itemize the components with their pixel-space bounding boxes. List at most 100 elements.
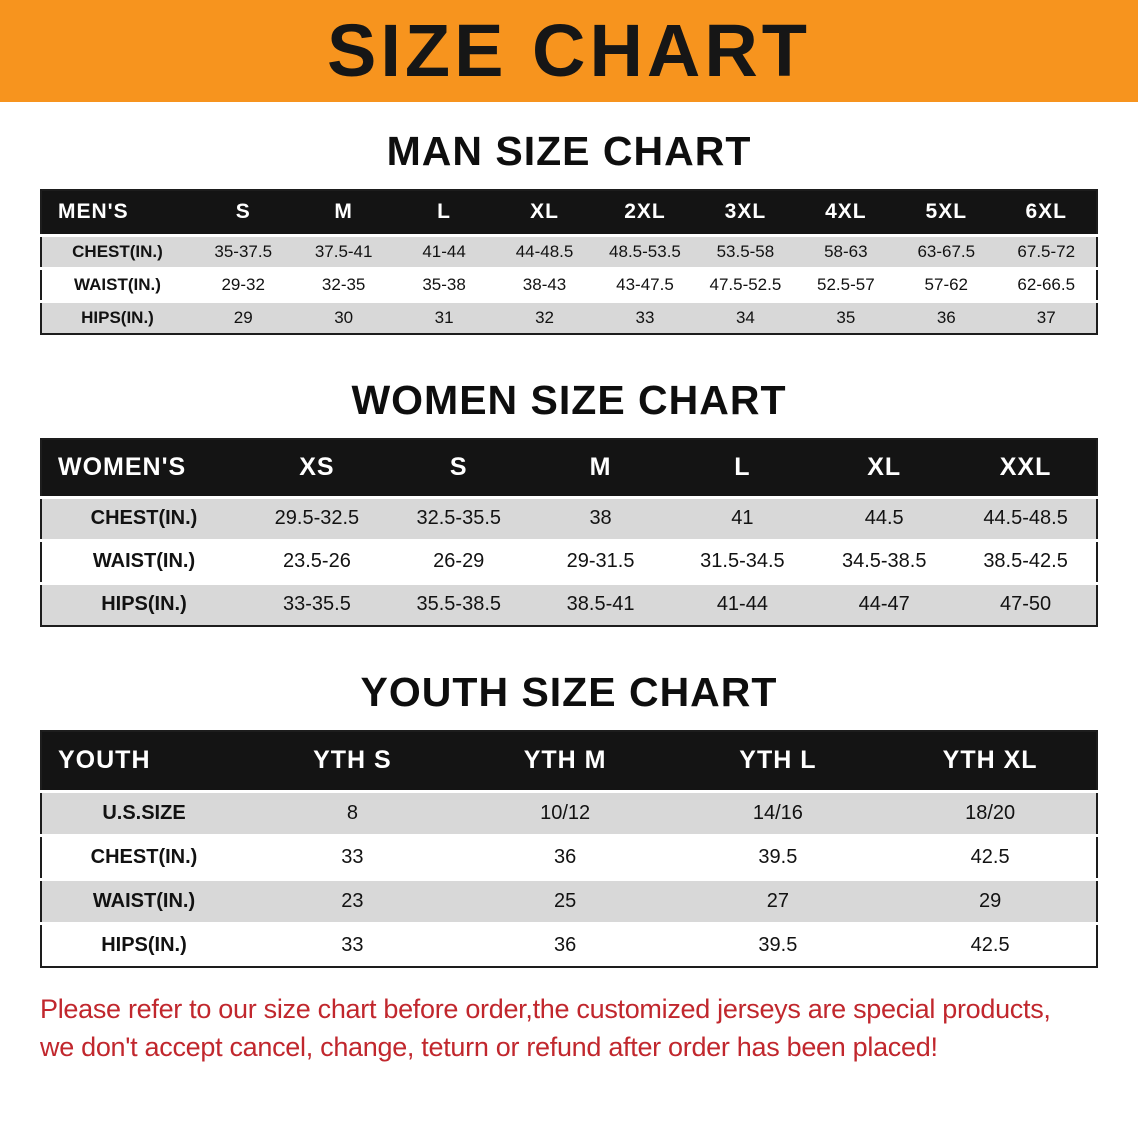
size-cell: 41 <box>731 507 754 529</box>
table-row: CHEST(IN.) 33 36 39.5 42.5 <box>41 835 1097 879</box>
men-section-heading: MAN SIZE CHART <box>386 128 752 174</box>
size-cell: 33-35.5 <box>282 593 351 616</box>
size-cell: 8 <box>346 801 358 824</box>
column-header: 5XL <box>896 190 997 235</box>
disclaimer: Please refer to our size chart before or… <box>40 990 1110 1067</box>
size-cell: 58-63 <box>824 241 868 261</box>
row-label: CHEST(IN.) <box>90 845 198 868</box>
size-cell: 35.5-38.5 <box>416 593 501 616</box>
header-row: MEN'S S M L XL 2XL 3XL 4XL 5XL 6XL <box>41 190 1097 235</box>
disclaimer-line-2: we don't accept cancel, change, teturn o… <box>40 1032 938 1063</box>
row-label: U.S.SIZE <box>102 801 186 824</box>
size-cell: 38-43 <box>522 274 567 294</box>
row-label: CHEST(IN.) <box>90 507 198 529</box>
size-cell: 42.5 <box>970 933 1010 956</box>
table-row: CHEST(IN.) 35-37.5 37.5-41 41-44 44-48.5 48.5… <box>41 235 1097 268</box>
column-header: XL <box>494 190 595 235</box>
size-cell: 47.5-52.5 <box>709 274 782 294</box>
header-row: YOUTH YTH S YTH M YTH L YTH XL <box>41 731 1097 791</box>
size-cell: 29-32 <box>221 274 265 294</box>
youth-size-table: YOUTH YTH S YTH M YTH L YTH XL U.S.SIZE 8 10/12… <box>40 730 1098 968</box>
size-cell: 14/16 <box>752 801 803 824</box>
table-row: CHEST(IN.) 29.5-32.5 32.5-35.5 38 41 44.5 44.5… <box>41 497 1097 540</box>
column-header: YTH L <box>671 731 885 791</box>
size-cell: 42.5 <box>970 845 1010 868</box>
size-cell: 26-29 <box>433 550 485 572</box>
size-cell: 48.5-53.5 <box>609 241 681 261</box>
size-cell: 29.5-32.5 <box>274 507 360 529</box>
table-row: WAIST(IN.) 23 25 27 29 <box>41 879 1097 923</box>
size-cell: 32.5-35.5 <box>416 507 501 529</box>
size-cell: 37 <box>1036 307 1056 327</box>
size-cell: 38.5-42.5 <box>983 550 1068 572</box>
size-cell: 25 <box>554 889 577 912</box>
size-cell: 27 <box>766 889 789 912</box>
size-cell: 32 <box>535 307 554 327</box>
size-cell: 44-47 <box>858 593 910 616</box>
size-cell: 41-44 <box>422 241 466 261</box>
table-row: WAIST(IN.) 23.5-26 26-29 29-31.5 31.5-34.5 34… <box>41 540 1097 583</box>
column-header: YTH S <box>246 731 459 791</box>
size-cell: 31 <box>434 307 454 327</box>
size-cell: 29-31.5 <box>566 550 635 572</box>
size-cell: 44-48.5 <box>515 241 574 261</box>
size-cell: 29 <box>979 889 1002 912</box>
size-cell: 63-67.5 <box>917 241 976 261</box>
size-cell: 44.5 <box>864 507 904 529</box>
size-cell: 23.5-26 <box>282 550 351 572</box>
size-cell: 18/20 <box>965 801 1016 824</box>
size-cell: 10/12 <box>540 801 591 824</box>
column-header: M <box>293 190 394 235</box>
size-cell: 38.5-41 <box>566 593 635 616</box>
size-cell: 35-37.5 <box>214 241 273 261</box>
size-cell: 33 <box>341 933 364 956</box>
size-cell: 57-62 <box>924 274 969 294</box>
banner: SIZE CHART <box>0 0 1138 102</box>
column-header: M <box>529 439 672 497</box>
size-cell: 35-38 <box>422 274 466 294</box>
size-cell: 36 <box>554 845 577 868</box>
men-size-section: MAN SIZE CHART MEN'S S M L XL 2XL 3XL 4XL 5XL 6XL… <box>0 128 1138 335</box>
size-cell: 39.5 <box>758 845 798 868</box>
column-header: 4XL <box>795 190 897 235</box>
size-cell: 36 <box>936 307 956 327</box>
size-cell: 36 <box>554 933 577 956</box>
size-cell: 62-66.5 <box>1017 274 1076 294</box>
column-header: XXL <box>955 439 1097 497</box>
size-cell: 67.5-72 <box>1017 241 1076 261</box>
size-cell: 34 <box>735 307 755 327</box>
row-label: WAIST(IN.) <box>74 274 161 294</box>
youth-size-section: YOUTH SIZE CHART YOUTH YTH S YTH M YTH L YTH… <box>0 669 1138 968</box>
table-title-cell: MEN'S <box>41 190 193 235</box>
women-size-table: WOMEN'S XS S M L XL XXL CHEST(IN.) 29.5-32.5 32.5… <box>40 438 1098 627</box>
column-header: XL <box>813 439 956 497</box>
table-row: U.S.SIZE 8 10/12 14/16 18/20 <box>41 791 1097 835</box>
size-cell: 38 <box>589 507 612 529</box>
column-header: 3XL <box>695 190 796 235</box>
size-cell: 32-35 <box>321 274 366 294</box>
column-header: 6XL <box>996 190 1097 235</box>
size-cell: 31.5-34.5 <box>700 550 785 572</box>
table-row: HIPS(IN.) 33-35.5 35.5-38.5 38.5-41 41-44 44-… <box>41 583 1097 626</box>
column-header: YTH XL <box>884 731 1097 791</box>
table-row: HIPS(IN.) 33 36 39.5 42.5 <box>41 923 1097 967</box>
men-size-table: MEN'S S M L XL 2XL 3XL 4XL 5XL 6XL CHEST(IN.) 35-37… <box>40 189 1098 335</box>
column-header: L <box>671 439 814 497</box>
size-cell: 47-50 <box>999 593 1052 616</box>
size-cell: 43-47.5 <box>616 274 674 294</box>
disclaimer-line-1: Please refer to our size chart before or… <box>40 994 1051 1024</box>
column-header: L <box>393 190 495 235</box>
page-title: SIZE CHART <box>327 9 811 92</box>
size-cell: 39.5 <box>758 933 798 956</box>
size-cell: 33 <box>341 845 364 868</box>
row-label: HIPS(IN.) <box>101 593 187 616</box>
size-cell: 35 <box>836 307 856 327</box>
row-label: WAIST(IN.) <box>92 889 196 912</box>
women-section-heading: WOMEN SIZE CHART <box>351 377 787 423</box>
table-row: WAIST(IN.) 29-32 32-35 35-38 38-43 43-47.5 47.… <box>41 268 1097 301</box>
column-header: S <box>387 439 530 497</box>
table-title-cell: WOMEN'S <box>41 439 246 497</box>
table-title-cell: YOUTH <box>41 731 246 791</box>
size-cell: 33 <box>635 307 655 327</box>
youth-section-heading: YOUTH SIZE CHART <box>360 669 778 715</box>
